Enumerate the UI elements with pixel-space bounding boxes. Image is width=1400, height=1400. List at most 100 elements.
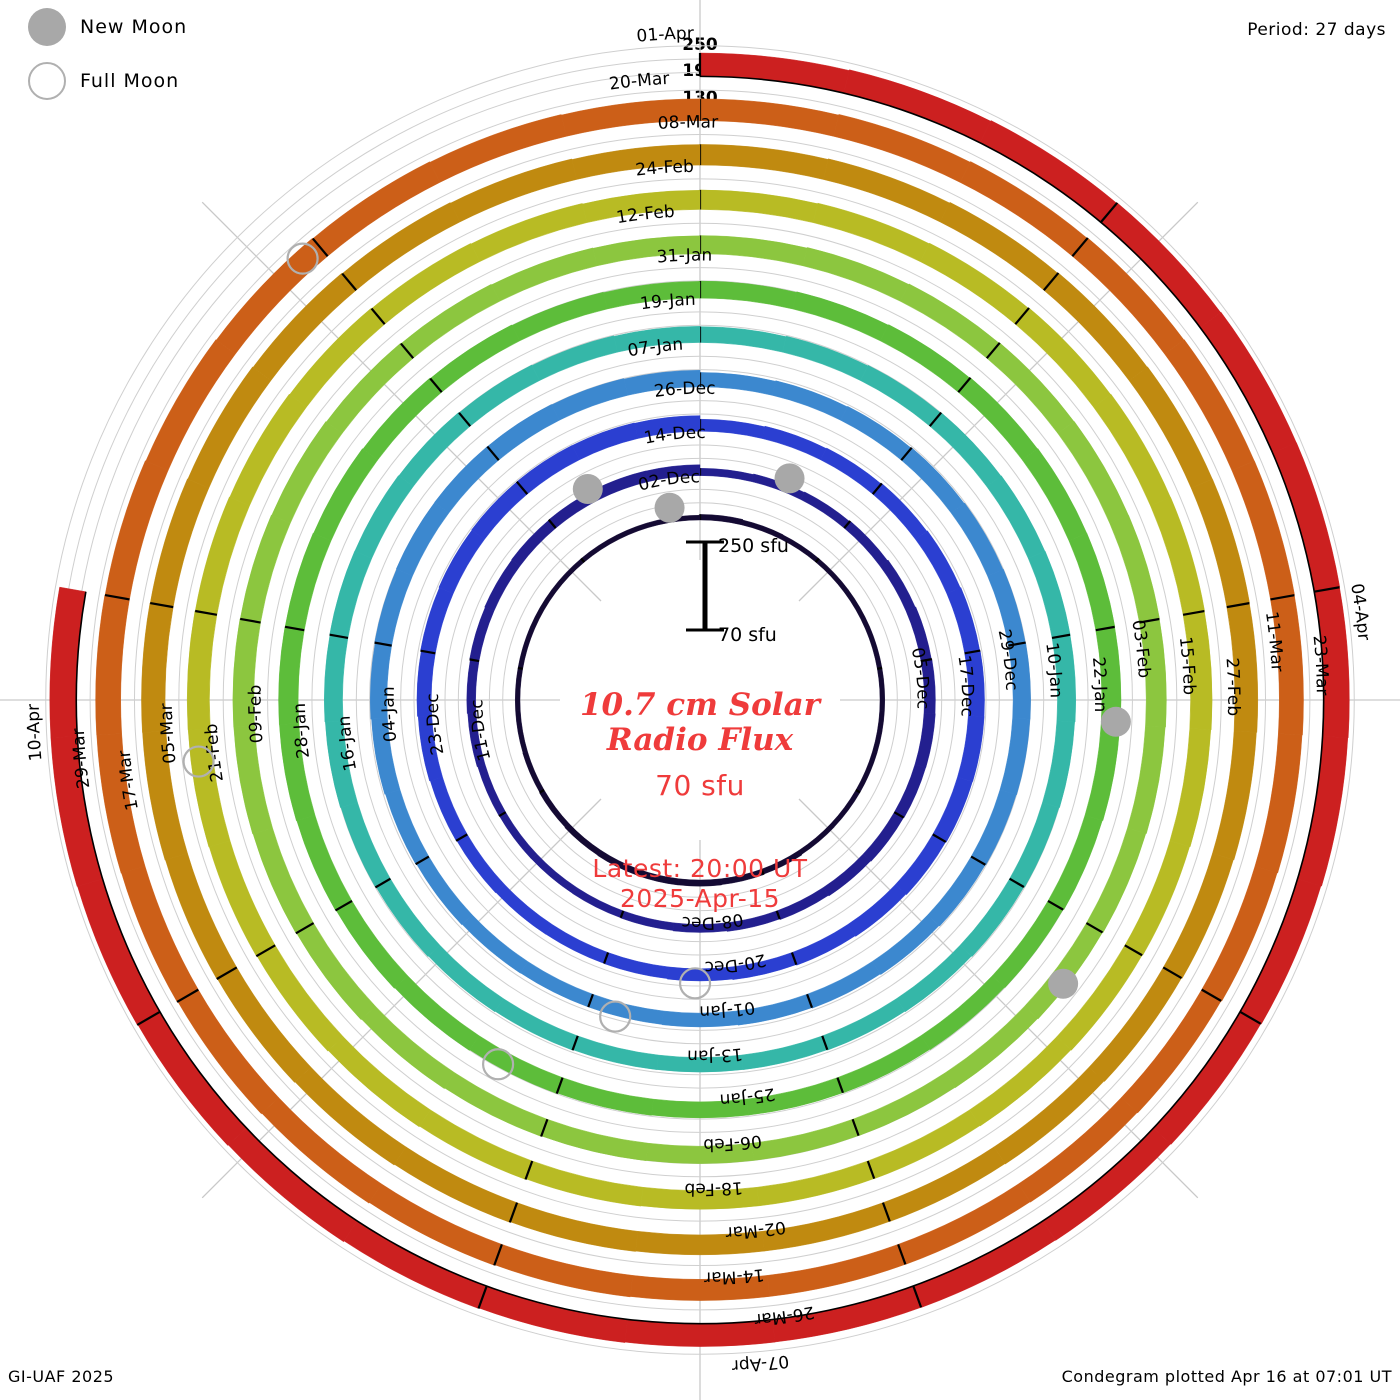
flux-segment [932, 776, 973, 843]
flux-segment [539, 789, 570, 828]
flux-segment [986, 475, 1046, 559]
flux-segment [186, 610, 218, 731]
flux-segment [340, 802, 391, 888]
flux-segment [741, 519, 784, 540]
legend-item-new-moon: New Moon [28, 8, 187, 46]
flux-segment [137, 1011, 247, 1146]
footer-plot-time: Condegram plotted Apr 16 at 07:01 UT [1061, 1367, 1392, 1386]
legend-label-full-moon: Full Moon [80, 70, 180, 92]
flux-segment [458, 364, 540, 427]
flux-segment [551, 378, 629, 421]
ring-date-label: 23-Mar [1309, 634, 1332, 695]
flux-segment [920, 975, 1005, 1051]
flux-segment [1100, 202, 1221, 328]
flux-segment [957, 715, 985, 782]
flux-segment [362, 377, 442, 461]
flux-segment [699, 326, 787, 353]
flux-segment [571, 422, 639, 461]
flux-segment [471, 481, 528, 540]
flux-segment [699, 468, 754, 482]
flux-segment [756, 1160, 875, 1207]
flux-segment [1051, 634, 1076, 723]
flux-segment [1212, 730, 1257, 861]
flux-segment [959, 878, 1025, 957]
flux-segment [341, 202, 461, 291]
flux-segment [896, 945, 972, 1013]
flux-segment [672, 922, 728, 933]
flux-segment [1109, 514, 1160, 623]
flux-segment [860, 364, 942, 427]
scale-bar [686, 540, 724, 632]
ring-date-labels: 02-Dec05-Dec08-Dec11-Dec14-Dec17-Dec20-D… [24, 24, 1374, 1376]
flux-segment [478, 1285, 628, 1343]
flux-segment [461, 914, 529, 974]
flux-segment [1042, 720, 1075, 808]
flux-segment [216, 237, 328, 355]
flux-segment [623, 369, 701, 396]
flux-segment [645, 464, 701, 482]
flux-segment [1124, 840, 1190, 956]
flux-segment [843, 520, 888, 567]
flux-segment [509, 1202, 639, 1252]
flux-segment [661, 1010, 739, 1028]
flux-segment [800, 491, 851, 529]
ring-date-label: 18-Feb [684, 1177, 743, 1199]
flux-segment [802, 247, 910, 302]
flux-segment [969, 1036, 1072, 1127]
flux-segment [823, 853, 871, 897]
flux-segment [517, 626, 535, 669]
flux-segment [252, 272, 357, 381]
flux-segment [1182, 610, 1213, 730]
flux-segment [730, 952, 797, 980]
ring-date-label: 08-Mar [657, 112, 718, 134]
ring-date-label: 06-Feb [703, 1130, 763, 1154]
flux-segment [844, 589, 870, 629]
flux-segment [145, 339, 236, 471]
flux-segment [699, 235, 808, 267]
flux-segment [561, 98, 701, 137]
flux-segment [991, 900, 1064, 989]
flux-segment [699, 98, 839, 137]
flux-segment [1231, 460, 1295, 600]
ring-date-label: 07-Apr [731, 1350, 790, 1375]
flux-segment [767, 1244, 906, 1297]
flux-segment [1270, 594, 1304, 736]
flux-segment [395, 502, 450, 577]
flux-segment [1047, 814, 1103, 911]
ring-date-label: 31-Jan [656, 246, 712, 268]
flux-segment [1139, 618, 1167, 728]
flux-segment [1086, 827, 1147, 933]
flux-segment [895, 834, 947, 896]
chart-title-line1: 10.7 cm Solar [579, 687, 821, 723]
flux-segment [862, 811, 904, 862]
flux-segment [822, 998, 906, 1051]
flux-segment [634, 415, 701, 439]
flux-segment [484, 559, 521, 612]
flux-segment [354, 475, 414, 559]
flux-segment [398, 412, 471, 487]
flux-segment [699, 280, 797, 310]
flux-segment [551, 558, 585, 593]
ring-date-label: 01-Apr [636, 24, 694, 47]
flux-segment [950, 502, 1004, 577]
full-moon-marker [286, 242, 319, 275]
center-text-block: 10.7 cm Solar Radio Flux 70 sfu Latest: … [440, 688, 960, 914]
flux-segment [603, 281, 701, 310]
ring-date-label: 10-Jan [1041, 641, 1066, 698]
new-moon-marker [572, 473, 603, 504]
flux-segment [1201, 865, 1278, 1002]
flux-segment [1121, 989, 1222, 1114]
footer-credit: GI-UAF 2025 [8, 1367, 115, 1386]
flux-segment [428, 945, 504, 1013]
flux-segment [894, 764, 926, 819]
new-moon-marker [774, 463, 805, 494]
flux-segment [699, 189, 818, 223]
flux-segment [667, 966, 733, 982]
moon-markers [182, 242, 1131, 1081]
flux-segment [751, 1119, 859, 1161]
flux-rings [49, 52, 1350, 1347]
flux-segment [1042, 1127, 1171, 1241]
full-moon-marker [599, 1000, 632, 1033]
flux-segment [699, 418, 766, 439]
flux-segment [194, 496, 250, 616]
